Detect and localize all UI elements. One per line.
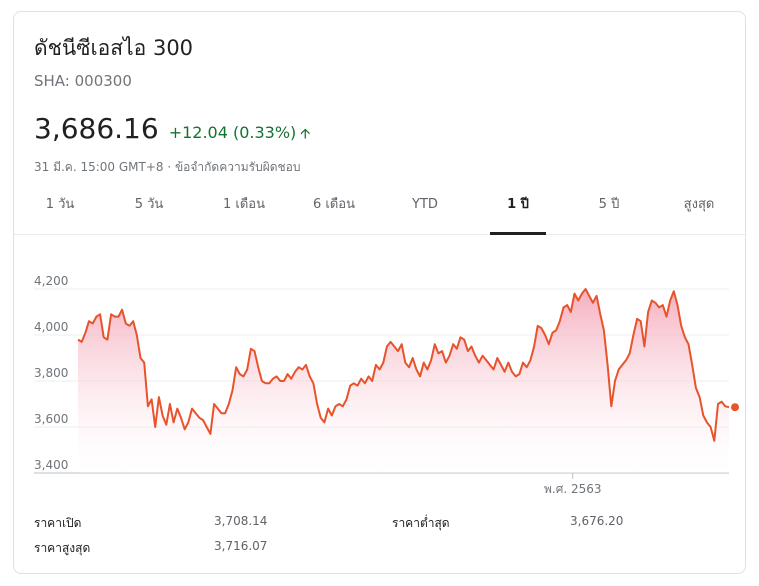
tab-label: 5 ปี bbox=[598, 197, 620, 212]
timestamp-disclaimer[interactable]: 31 มี.ค. 15:00 GMT+8 · ข้อจำกัดความรับผิ… bbox=[34, 160, 301, 174]
tab-label: 1 วัน bbox=[45, 197, 75, 212]
y-tick-label: 4,000 bbox=[34, 320, 68, 334]
x-tick-label: พ.ศ. 2563 bbox=[544, 482, 602, 496]
arrow-up-icon: 🡩 bbox=[300, 126, 311, 142]
y-tick-label: 3,400 bbox=[34, 458, 68, 472]
tab-max[interactable]: สูงสุด bbox=[669, 190, 729, 234]
y-tick-label: 3,800 bbox=[34, 366, 68, 380]
tab-5-days[interactable]: 5 วัน bbox=[119, 190, 179, 234]
tab-ytd[interactable]: YTD bbox=[397, 190, 453, 234]
open-value: 3,708.14 bbox=[214, 514, 268, 528]
high-label: ราคาสูงสุด bbox=[34, 541, 91, 555]
tab-label: 1 ปี bbox=[507, 197, 529, 212]
tab-1-month[interactable]: 1 เดือน bbox=[209, 190, 279, 234]
range-tabs: 1 วัน 5 วัน 1 เดือน 6 เดือน YTD 1 ปี 5 ป… bbox=[14, 190, 745, 235]
tab-label: YTD bbox=[412, 197, 438, 212]
tab-label: สูงสุด bbox=[683, 197, 715, 212]
tab-1-year[interactable]: 1 ปี bbox=[490, 190, 546, 235]
price-chart[interactable]: 4,200 4,000 3,800 3,600 3,400 พ.ศ. 2563 bbox=[14, 247, 745, 497]
last-price-dot bbox=[731, 403, 739, 412]
price-line bbox=[77, 288, 730, 442]
price-change: +12.04 (0.33%) bbox=[168, 123, 297, 142]
tab-label: 1 เดือน bbox=[223, 197, 265, 212]
price-row: 3,686.16 +12.04 (0.33%) 🡩 bbox=[34, 112, 310, 147]
tab-label: 5 วัน bbox=[134, 197, 164, 212]
low-value: 3,676.20 bbox=[570, 514, 624, 528]
tab-1-day[interactable]: 1 วัน bbox=[30, 190, 90, 234]
price-area bbox=[78, 289, 729, 473]
y-tick-label: 4,200 bbox=[34, 274, 68, 288]
tab-5-years[interactable]: 5 ปี bbox=[579, 190, 639, 234]
high-value: 3,716.07 bbox=[214, 539, 268, 553]
y-tick-label: 3,600 bbox=[34, 412, 68, 426]
ticker-symbol: SHA: 000300 bbox=[34, 72, 132, 90]
tab-label: 6 เดือน bbox=[313, 197, 355, 212]
current-price: 3,686.16 bbox=[34, 112, 159, 145]
low-label: ราคาต่ำสุด bbox=[392, 516, 450, 530]
stock-card: ดัชนีซีเอสไอ 300 SHA: 000300 3,686.16 +1… bbox=[13, 11, 746, 574]
index-title: ดัชนีซีเอสไอ 300 bbox=[34, 36, 194, 60]
tab-6-months[interactable]: 6 เดือน bbox=[299, 190, 369, 234]
open-label: ราคาเปิด bbox=[34, 516, 82, 530]
